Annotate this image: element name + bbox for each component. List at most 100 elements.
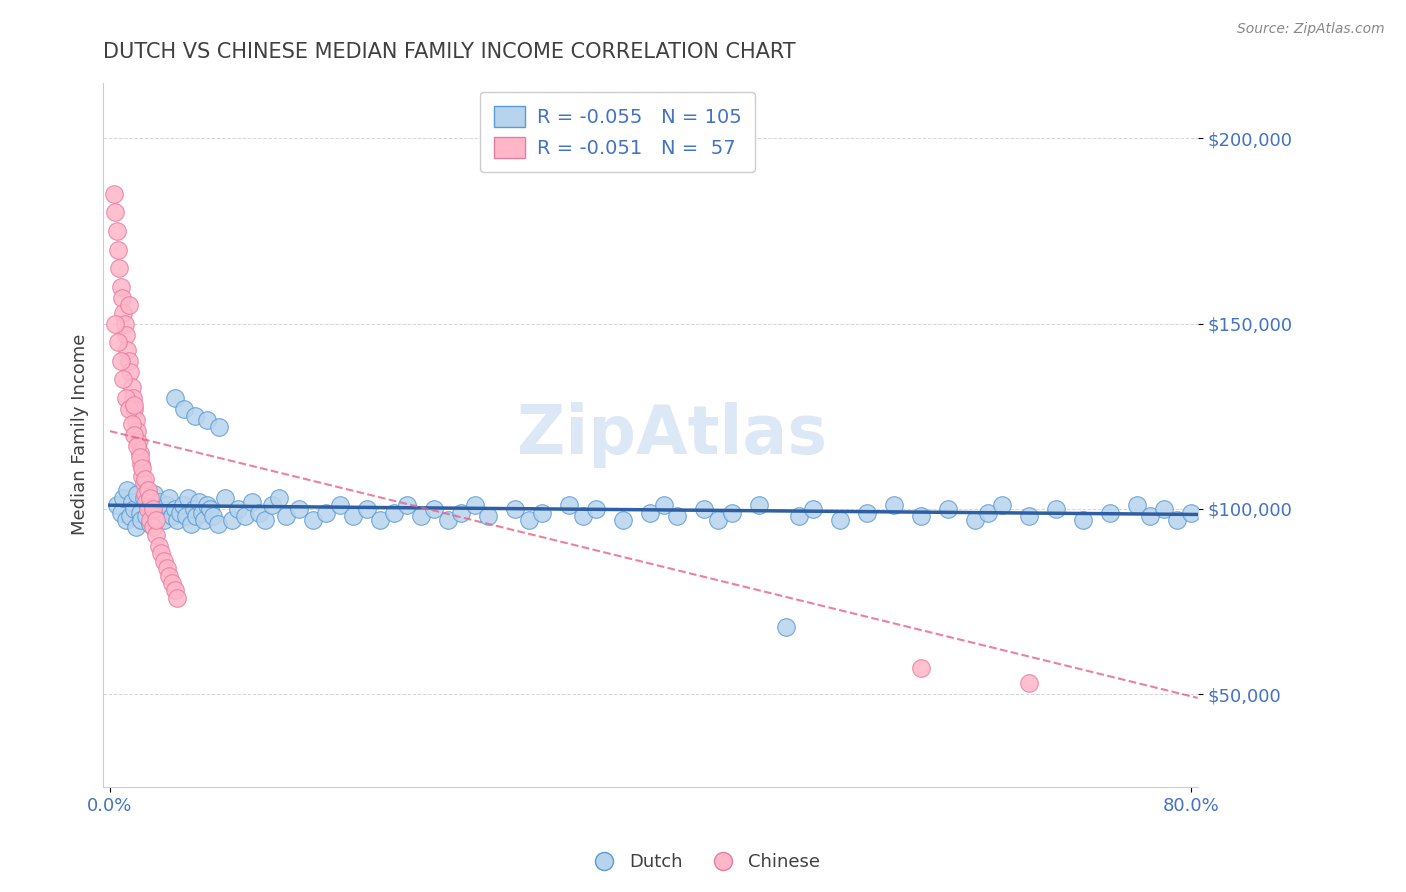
Point [121,379,143,393]
Point [1098,506,1121,520]
Point [201,509,224,524]
Point [198,502,221,516]
Point [247,506,270,520]
Point [207,516,229,531]
Point [640,506,662,520]
Point [127,435,149,450]
Point [612,513,634,527]
Point [183,502,205,516]
Point [329,498,352,512]
Point [122,427,145,442]
Text: ZipAtlas: ZipAtlas [517,401,827,467]
Point [1045,502,1067,516]
Point [124,520,146,534]
Point [991,498,1014,512]
Point [1153,502,1175,516]
Point [145,528,167,542]
Point [153,513,176,527]
Point [143,487,166,501]
Point [112,305,135,319]
Point [174,509,197,524]
Text: DUTCH VS CHINESE MEDIAN FAMILY INCOME CORRELATION CHART: DUTCH VS CHINESE MEDIAN FAMILY INCOME CO… [103,42,796,62]
Point [121,391,143,405]
Point [117,343,139,357]
Point [693,502,716,516]
Legend: R = -0.055   N = 105, R = -0.051   N =  57: R = -0.055 N = 105, R = -0.051 N = 57 [481,93,755,172]
Point [156,561,179,575]
Text: Source: ZipAtlas.com: Source: ZipAtlas.com [1237,22,1385,37]
Point [356,502,378,516]
Point [129,513,152,527]
Point [233,509,256,524]
Point [254,513,277,527]
Point [122,502,145,516]
Point [120,509,142,524]
Point [163,583,186,598]
Point [128,446,150,460]
Point [503,502,526,516]
Point [172,498,194,512]
Point [157,568,180,582]
Point [148,539,170,553]
Point [153,554,176,568]
Point [1126,498,1149,512]
Y-axis label: Median Family Income: Median Family Income [72,334,89,535]
Point [107,335,129,350]
Legend: Dutch, Chinese: Dutch, Chinese [579,847,827,879]
Point [180,516,202,531]
Point [114,317,136,331]
Point [177,491,200,505]
Point [652,498,675,512]
Point [104,317,127,331]
Point [423,502,446,516]
Point [883,498,905,512]
Point [267,491,290,505]
Point [139,516,162,531]
Point [1139,509,1161,524]
Point [288,502,311,516]
Point [142,502,165,516]
Point [118,298,141,312]
Point [142,520,165,534]
Point [240,494,263,508]
Point [1166,513,1188,527]
Point [134,472,156,486]
Point [108,260,131,275]
Point [184,409,207,424]
Point [188,494,211,508]
Point [115,391,138,405]
Point [148,494,170,508]
Point [125,424,148,438]
Point [173,401,195,416]
Point [193,513,215,527]
Point [221,513,243,527]
Point [707,513,730,527]
Point [121,417,143,431]
Point [195,413,218,427]
Point [112,491,135,505]
Point [274,509,297,524]
Point [409,509,432,524]
Point [122,401,145,416]
Point [666,509,689,524]
Point [531,506,554,520]
Point [787,509,810,524]
Point [855,506,877,520]
Point [150,546,173,560]
Point [166,513,188,527]
Point [517,513,540,527]
Point [1180,506,1202,520]
Point [156,498,179,512]
Point [166,591,188,605]
Point [169,506,191,520]
Point [121,494,143,508]
Point [572,509,595,524]
Point [1071,513,1094,527]
Point [139,491,162,505]
Point [214,491,236,505]
Point [191,506,214,520]
Point [118,353,141,368]
Point [301,513,323,527]
Point [558,498,581,512]
Point [977,506,1000,520]
